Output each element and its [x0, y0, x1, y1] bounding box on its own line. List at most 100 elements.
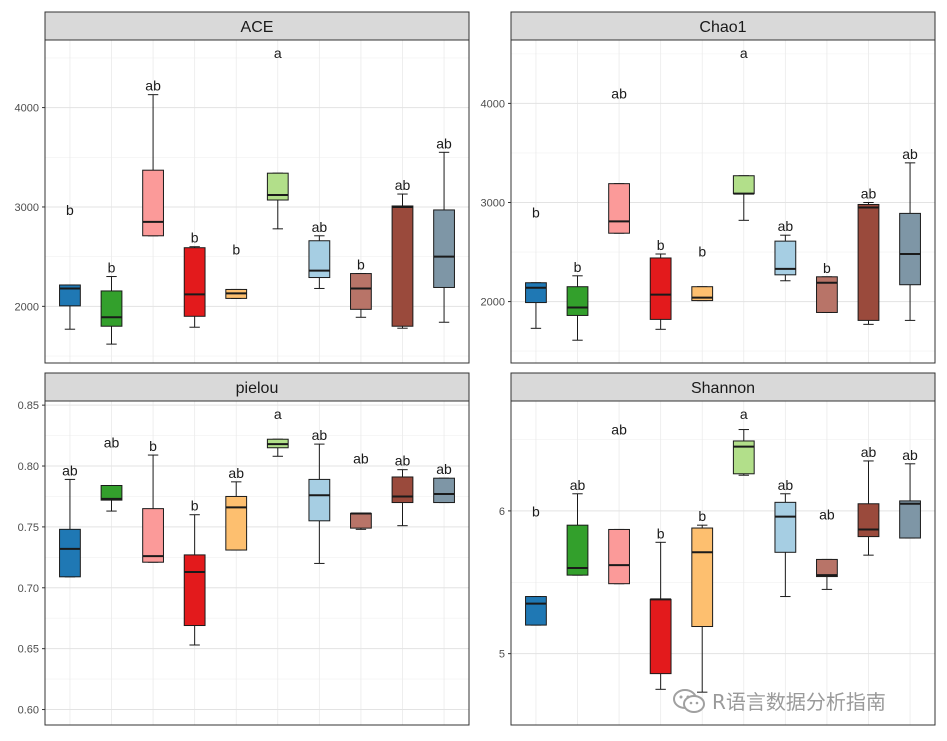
significance-label: a	[740, 45, 748, 61]
box-G10	[433, 477, 455, 504]
box-G6	[732, 440, 755, 475]
box-G2	[566, 524, 589, 576]
facet-title-ace: ACE	[241, 19, 274, 36]
significance-label: b	[657, 237, 665, 253]
significance-label: b	[823, 260, 831, 276]
y-tick-label: 5	[499, 649, 505, 661]
box-G1	[525, 596, 547, 626]
box-G6	[266, 172, 289, 201]
y-tick-label: 4000	[15, 103, 39, 115]
box-G4	[649, 257, 672, 320]
box-G6	[732, 175, 755, 195]
significance-label: b	[357, 257, 365, 273]
y-tick-label: 0.65	[18, 644, 39, 656]
box-G5	[691, 527, 714, 628]
significance-label: b	[191, 498, 199, 514]
significance-label: ab	[395, 177, 411, 193]
significance-label: ab	[145, 78, 161, 94]
box-G1	[59, 528, 81, 578]
box-G5	[225, 495, 248, 551]
significance-label: a	[740, 406, 748, 422]
y-tick-label: 3000	[481, 197, 505, 209]
panel-background	[45, 401, 469, 725]
y-tick-label: 0.60	[18, 705, 39, 717]
significance-label: b	[149, 438, 157, 454]
box-G3	[608, 528, 630, 585]
panel-border	[44, 400, 470, 726]
box-G1	[525, 282, 547, 304]
significance-label: b	[532, 504, 540, 520]
y-tick-label: 3000	[15, 202, 39, 214]
box-G10	[899, 500, 921, 539]
significance-label: ab	[611, 86, 627, 102]
box-G2	[100, 290, 123, 327]
significance-label: ab	[570, 477, 586, 493]
significance-label: ab	[778, 218, 794, 234]
significance-label: ab	[611, 421, 627, 437]
watermark-text: R语言数据分析指南	[712, 690, 886, 714]
box-G8	[816, 276, 838, 313]
significance-label: a	[274, 45, 282, 61]
box-G8	[350, 273, 372, 310]
y-tick-label: 2000	[15, 301, 39, 313]
box-G1	[59, 284, 81, 307]
panel-border	[510, 39, 936, 364]
significance-label: ab	[395, 453, 411, 469]
box-G9	[857, 503, 880, 538]
panel-border	[44, 39, 470, 364]
box-G7	[308, 478, 331, 522]
significance-label: ab	[861, 444, 877, 460]
significance-label: a	[274, 406, 282, 422]
significance-label: b	[66, 202, 74, 218]
significance-label: ab	[104, 435, 120, 451]
watermark: R语言数据分析指南	[672, 686, 886, 715]
significance-label: ab	[436, 135, 452, 151]
facet-title-chao1: Chao1	[699, 19, 746, 36]
significance-label: b	[191, 230, 199, 246]
box-G4	[183, 247, 206, 317]
box-G10	[899, 212, 921, 286]
box-G3	[142, 169, 164, 237]
y-tick-label: 6	[499, 506, 505, 518]
significance-label: ab	[312, 219, 328, 235]
significance-label: b	[698, 508, 706, 524]
significance-label: b	[532, 205, 540, 221]
significance-label: ab	[436, 461, 452, 477]
significance-label: b	[698, 244, 706, 260]
significance-label: ab	[62, 462, 78, 478]
significance-label: b	[108, 260, 116, 276]
significance-label: b	[574, 259, 582, 275]
significance-label: ab	[861, 185, 877, 201]
box-G9	[857, 203, 880, 321]
y-tick-label: 2000	[481, 297, 505, 309]
facet-strip-ace	[44, 11, 470, 41]
significance-label: ab	[778, 477, 794, 493]
box-G7	[774, 240, 797, 276]
significance-label: ab	[353, 451, 369, 467]
y-tick-label: 4000	[481, 98, 505, 110]
significance-label: ab	[228, 465, 244, 481]
panel-border	[510, 400, 936, 726]
y-tick-label: 0.85	[18, 400, 39, 412]
box-G2	[100, 485, 123, 501]
box-G7	[308, 240, 331, 279]
significance-label: ab	[902, 146, 918, 162]
facet-title-pielou: pielou	[236, 380, 279, 397]
wechat-icon	[673, 688, 705, 713]
y-tick-label: 0.80	[18, 461, 39, 473]
box-G9	[391, 205, 414, 327]
significance-label: ab	[312, 427, 328, 443]
significance-label: b	[657, 525, 665, 541]
box-G4	[183, 554, 206, 627]
significance-label: b	[232, 241, 240, 257]
facet-title-shannon: Shannon	[691, 380, 755, 397]
box-G3	[142, 508, 164, 563]
box-G9	[391, 476, 414, 504]
box-G4	[649, 598, 672, 675]
box-G2	[566, 286, 589, 316]
box-G8	[816, 558, 838, 578]
significance-label: ab	[819, 506, 835, 522]
significance-label: ab	[902, 447, 918, 463]
facet-strip-pielou	[44, 372, 470, 402]
